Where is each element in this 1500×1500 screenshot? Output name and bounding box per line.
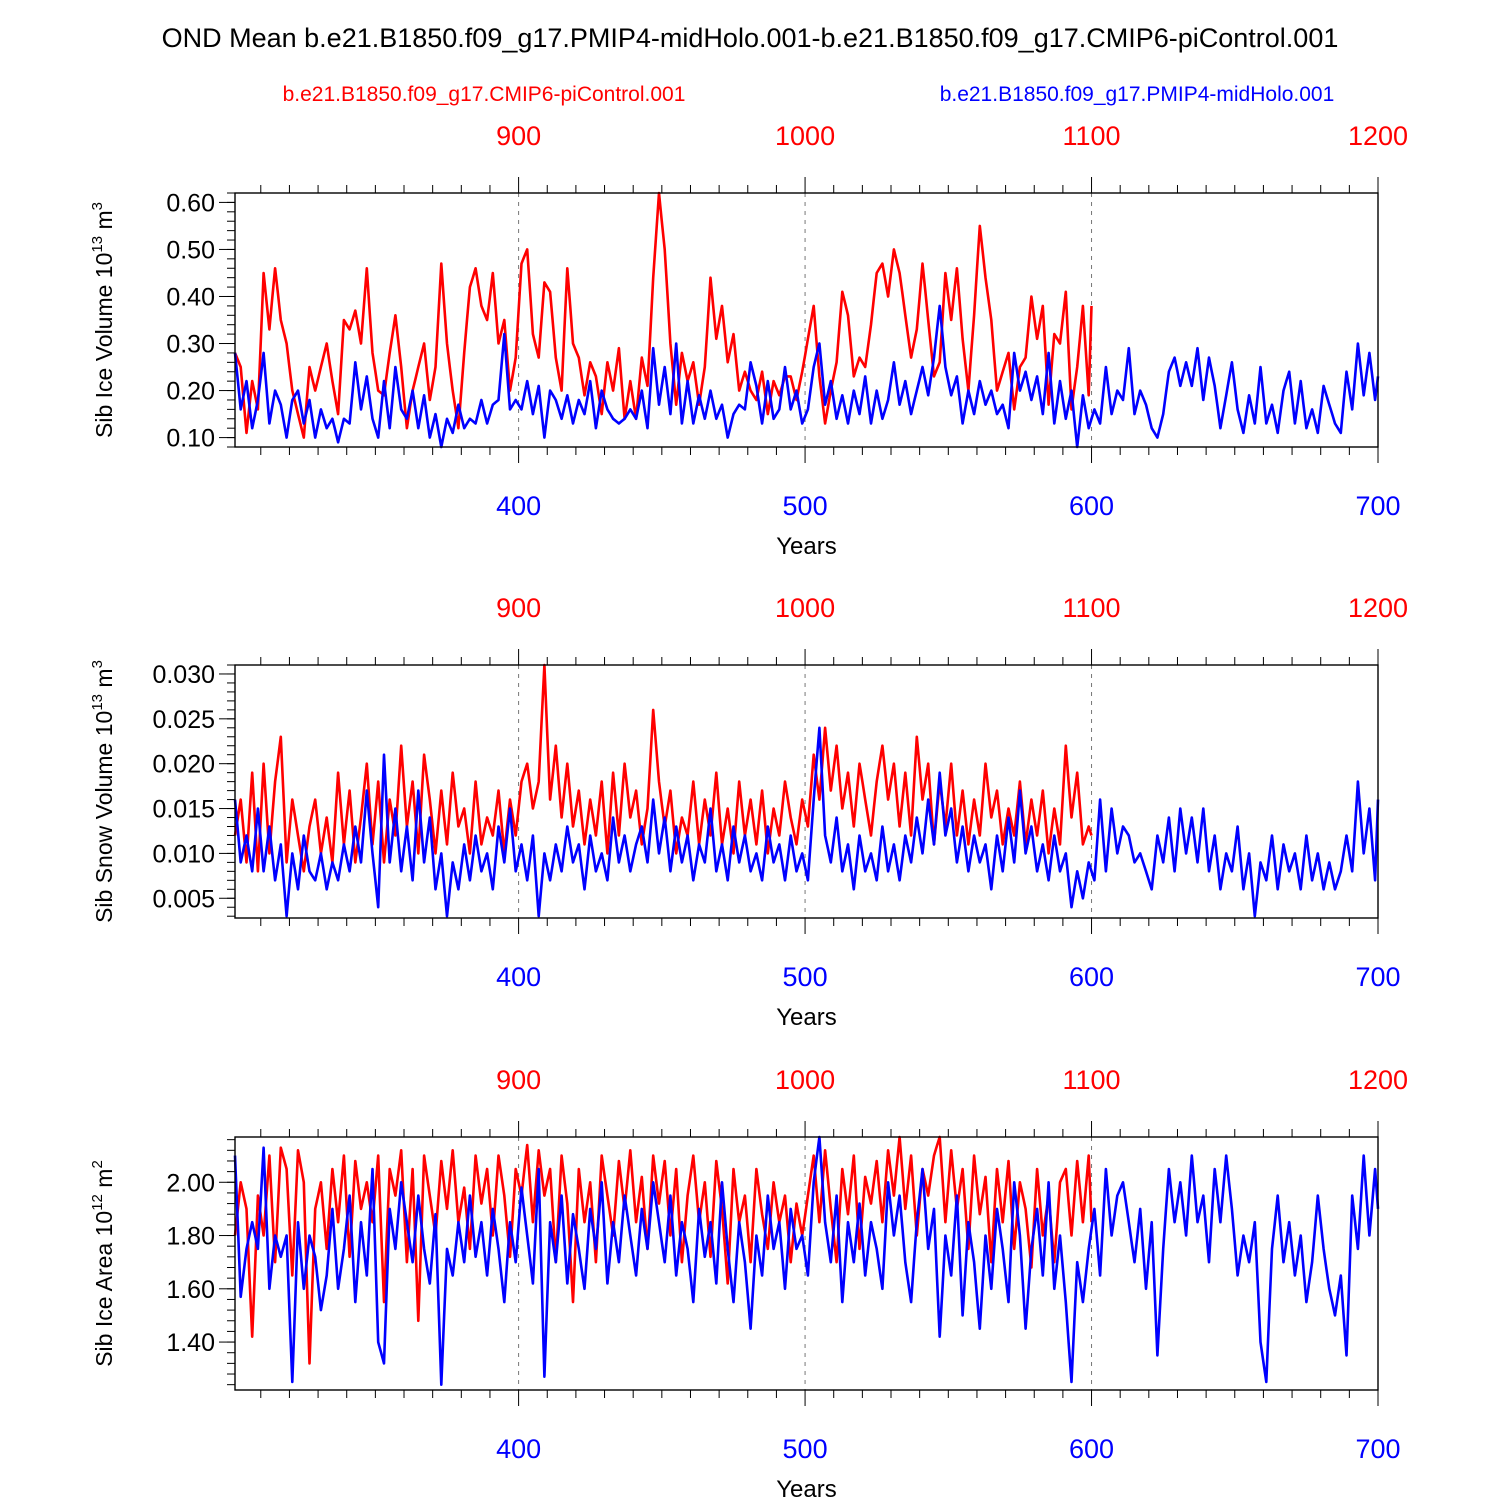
x-top-tick-label: 900 bbox=[496, 121, 541, 151]
y-tick-label: 0.10 bbox=[166, 425, 215, 453]
series-picontrol-line bbox=[233, 1135, 1093, 1365]
y-tick-label: 0.020 bbox=[152, 751, 215, 779]
y-tick-label: 0.015 bbox=[152, 796, 215, 824]
y-axis-label-unit: m bbox=[91, 668, 117, 694]
y-tick-label: 1.60 bbox=[166, 1276, 215, 1304]
y-tick-label: 0.40 bbox=[166, 283, 215, 311]
x-bottom-tick-label: 600 bbox=[1069, 1434, 1114, 1464]
y-axis-label-base: Sib Ice Area 10 bbox=[91, 1211, 117, 1367]
x-bottom-tick-label: 600 bbox=[1069, 962, 1114, 992]
y-tick-label: 0.010 bbox=[152, 840, 215, 868]
y-axis-label-base: Sib Ice Volume 10 bbox=[91, 253, 117, 438]
x-top-tick-label: 900 bbox=[496, 593, 541, 623]
x-top-tick-label: 1000 bbox=[775, 1065, 835, 1095]
y-axis-label-exp: 13 bbox=[89, 694, 106, 711]
plot-frame bbox=[234, 664, 1379, 919]
x-axis-label: Years bbox=[776, 1476, 837, 1500]
y-axis-label: Sib Ice Volume 1013 m3 bbox=[89, 202, 117, 438]
y-axis-label-unit-exp: 3 bbox=[89, 202, 106, 210]
plot-frame bbox=[234, 192, 1379, 448]
y-axis-label-unit-exp: 2 bbox=[89, 1160, 106, 1168]
x-top-tick-label: 1200 bbox=[1348, 1065, 1408, 1095]
y-axis-label-base: Sib Snow Volume 10 bbox=[91, 711, 117, 923]
x-bottom-tick-label: 500 bbox=[783, 1434, 828, 1464]
x-bottom-tick-label: 500 bbox=[783, 962, 828, 992]
x-top-tick-label: 1000 bbox=[775, 121, 835, 151]
y-tick-label: 1.80 bbox=[166, 1223, 215, 1251]
chart-panel-3: 1.40 1.60 1.80 2.00 Sib Ice Area 1012 m2 400 5… bbox=[89, 1065, 1408, 1500]
x-top-tick-label: 1200 bbox=[1348, 593, 1408, 623]
chart-panel-2: 0.005 0.010 0.015 0.020 0.025 0.030 Sib Snow V… bbox=[89, 593, 1408, 1031]
y-axis-label-unit: m bbox=[91, 210, 117, 236]
y-axis-label-unit-exp: 3 bbox=[89, 660, 106, 668]
series-midholo-line bbox=[233, 1135, 1380, 1386]
plot-frame bbox=[234, 1136, 1379, 1391]
y-tick-label: 1.40 bbox=[166, 1329, 215, 1357]
x-top-tick-label: 1000 bbox=[775, 593, 835, 623]
x-top-tick-label: 1100 bbox=[1063, 121, 1121, 151]
legend-red-label: b.e21.B1850.f09_g17.CMIP6-piControl.001 bbox=[283, 83, 686, 106]
x-axis-label: Years bbox=[776, 1004, 837, 1031]
x-bottom-tick-label: 500 bbox=[783, 491, 828, 521]
y-tick-label: 0.005 bbox=[152, 885, 215, 913]
x-bottom-tick-label: 400 bbox=[496, 491, 541, 521]
x-bottom-tick-label: 700 bbox=[1355, 491, 1400, 521]
chart-panel-1: 0.10 0.20 0.30 0.40 0.50 0.60 Sib Ice Volume 1… bbox=[89, 121, 1408, 560]
series-midholo-line bbox=[233, 726, 1380, 918]
legend-blue-label: b.e21.B1850.f09_g17.PMIP4-midHolo.001 bbox=[940, 83, 1335, 106]
x-top-tick-label: 1100 bbox=[1063, 1065, 1121, 1095]
y-tick-label: 0.30 bbox=[166, 331, 215, 359]
x-bottom-tick-label: 400 bbox=[496, 1434, 541, 1464]
y-axis-label: Sib Snow Volume 1013 m3 bbox=[89, 660, 117, 923]
x-bottom-tick-label: 700 bbox=[1355, 962, 1400, 992]
figure-title: OND Mean b.e21.B1850.f09_g17.PMIP4-midHo… bbox=[162, 23, 1339, 53]
y-tick-label: 0.50 bbox=[166, 236, 215, 264]
series-picontrol-line bbox=[233, 663, 1093, 873]
x-top-tick-label: 1200 bbox=[1348, 121, 1408, 151]
y-tick-label: 0.025 bbox=[152, 706, 215, 734]
y-axis-label-exp: 12 bbox=[89, 1194, 106, 1211]
y-axis-label-exp: 13 bbox=[89, 236, 106, 253]
y-tick-label: 2.00 bbox=[166, 1169, 215, 1197]
x-axis-label: Years bbox=[776, 533, 837, 560]
series-picontrol-line bbox=[233, 191, 1093, 439]
y-axis-label: Sib Ice Area 1012 m2 bbox=[89, 1160, 117, 1367]
x-top-tick-label: 900 bbox=[496, 1065, 541, 1095]
y-tick-label: 0.030 bbox=[152, 661, 215, 689]
y-axis-label-unit: m bbox=[91, 1169, 117, 1195]
y-tick-label: 0.60 bbox=[166, 189, 215, 217]
x-top-tick-label: 1100 bbox=[1063, 593, 1121, 623]
x-bottom-tick-label: 400 bbox=[496, 962, 541, 992]
x-bottom-tick-label: 600 bbox=[1069, 491, 1114, 521]
y-tick-label: 0.20 bbox=[166, 378, 215, 406]
x-bottom-tick-label: 700 bbox=[1355, 1434, 1400, 1464]
series-midholo-line bbox=[233, 304, 1380, 449]
